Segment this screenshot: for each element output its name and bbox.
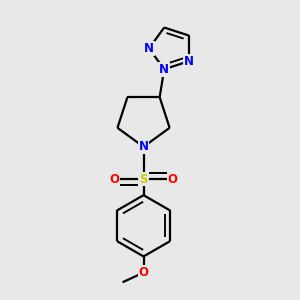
Text: N: N [144, 42, 154, 55]
Text: N: N [139, 140, 148, 153]
Text: O: O [110, 172, 119, 185]
Text: O: O [139, 266, 148, 279]
Text: N: N [159, 63, 169, 76]
Text: O: O [168, 172, 178, 185]
Text: S: S [139, 172, 148, 185]
Text: N: N [184, 55, 194, 68]
